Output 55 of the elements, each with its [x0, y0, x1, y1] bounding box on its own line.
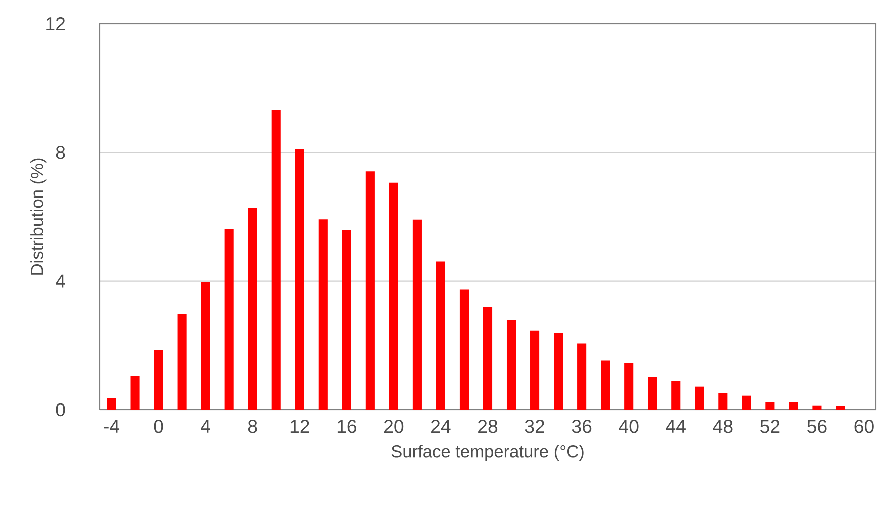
x-tick-label: 12 — [290, 420, 310, 434]
bar — [648, 377, 658, 410]
bar — [718, 393, 728, 410]
bar — [624, 363, 634, 410]
bar — [601, 360, 610, 410]
x-tick-label: 60 — [854, 420, 874, 434]
bar — [389, 182, 398, 410]
x-tick-label: 56 — [808, 420, 827, 434]
bar — [812, 406, 822, 410]
bar — [366, 172, 375, 410]
bar — [342, 230, 352, 410]
x-tick-label: 52 — [760, 420, 780, 434]
bar — [578, 344, 587, 410]
y-tick-label: 12 — [46, 17, 66, 31]
bar — [460, 290, 470, 410]
x-tick-label: 32 — [525, 420, 544, 434]
x-tick-label: 48 — [713, 420, 733, 434]
bar — [107, 398, 116, 410]
bar — [295, 149, 304, 410]
x-tick-label: 36 — [572, 420, 592, 434]
y-tick-label: 0 — [56, 403, 66, 417]
bar — [318, 220, 328, 410]
bar — [742, 396, 752, 410]
y-axis-title: Distribution (%) — [30, 158, 47, 275]
x-tick-label: 4 — [201, 420, 210, 433]
bar — [672, 381, 681, 410]
x-tick-label: 20 — [384, 420, 404, 434]
bar — [412, 220, 422, 410]
x-tick-label: 24 — [432, 420, 451, 434]
y-tick-label: 4 — [56, 274, 66, 288]
x-tick-label: 28 — [478, 420, 498, 434]
y-tick-label: 8 — [56, 146, 66, 160]
bar — [224, 230, 234, 410]
bar — [201, 282, 210, 410]
bar — [506, 320, 516, 410]
bar — [130, 376, 140, 410]
bar — [436, 262, 446, 410]
bar — [483, 307, 493, 410]
bar — [789, 402, 798, 410]
bar — [766, 402, 775, 410]
bar — [554, 333, 564, 410]
bar — [836, 406, 846, 410]
x-tick-label: 44 — [666, 420, 686, 433]
bar — [695, 386, 704, 410]
x-tick-label: -4 — [104, 420, 120, 433]
bar — [272, 110, 281, 410]
x-tick-label: 40 — [619, 420, 639, 434]
x-tick-label: 8 — [248, 420, 258, 434]
bar — [154, 350, 164, 410]
x-tick-label: 16 — [338, 420, 356, 434]
bar — [530, 330, 540, 410]
x-tick-label: 0 — [154, 420, 164, 434]
x-axis-title: Surface temperature (°C) — [392, 445, 584, 462]
bar — [178, 314, 187, 410]
bar — [248, 208, 258, 410]
